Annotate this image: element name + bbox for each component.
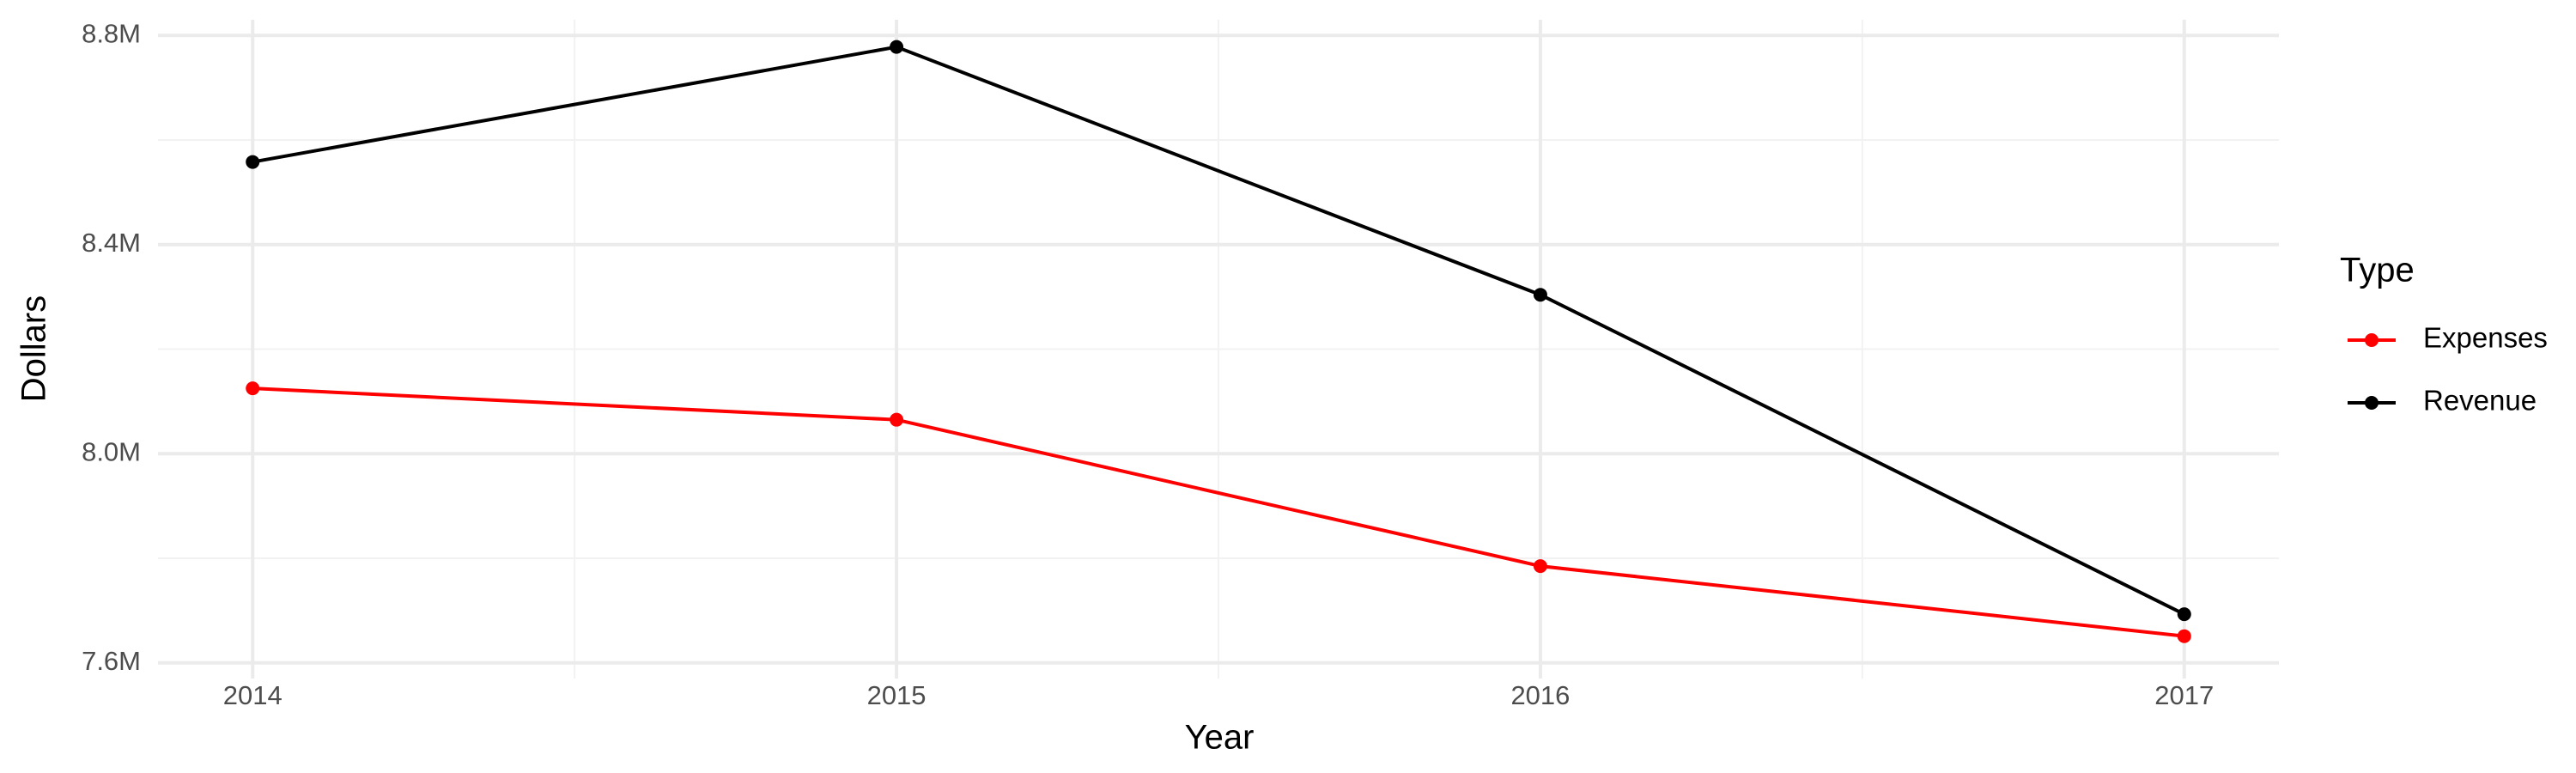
data-point (1533, 288, 1547, 302)
legend-label: Expenses (2423, 322, 2548, 354)
y-axis-title: Dollars (15, 295, 53, 402)
x-tick-label: 2017 (2154, 680, 2214, 710)
data-point (2177, 629, 2191, 643)
x-tick-label: 2016 (1510, 680, 1570, 710)
data-point (890, 412, 904, 427)
y-tick-label: 7.6M (82, 646, 141, 676)
y-tick-label: 8.4M (82, 228, 141, 258)
legend-key-point (2365, 333, 2379, 347)
data-point (1533, 559, 1547, 574)
series-line (252, 45, 2185, 616)
x-tick-label: 2015 (867, 680, 927, 710)
data-point (2177, 607, 2191, 622)
x-tick-label: 2014 (223, 680, 283, 710)
data-point (246, 381, 260, 396)
data-point (246, 155, 260, 169)
y-tick-label: 8.8M (82, 18, 141, 48)
legend-label: Revenue (2423, 385, 2537, 417)
legend-key-point (2365, 396, 2379, 410)
x-axis-title: Year (1185, 719, 1255, 757)
data-point (890, 40, 904, 54)
y-tick-label: 8.0M (82, 436, 141, 466)
series-line (252, 386, 2184, 638)
legend-title: Type (2340, 252, 2415, 289)
